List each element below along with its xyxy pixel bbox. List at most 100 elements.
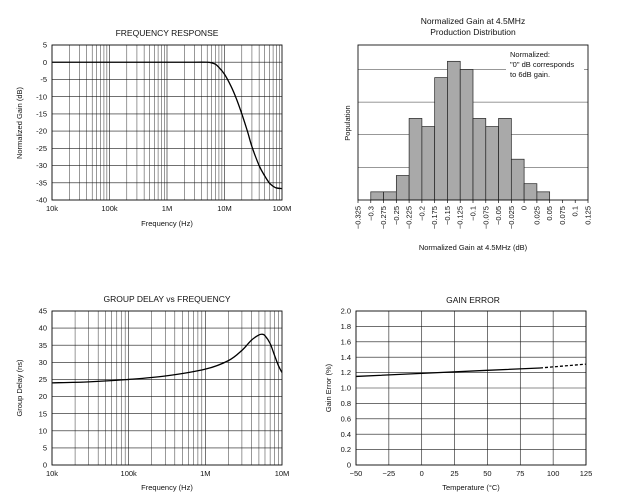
group-delay-chart: GROUP DELAY vs FREQUENCY 45 40 35 30 25 20 15 1… xyxy=(15,294,289,492)
y-tick-label: 0 xyxy=(347,461,351,470)
x-tick-label: 1M xyxy=(200,469,210,478)
x-tick-label: 50 xyxy=(483,469,491,478)
x-tick-label: −0.2 xyxy=(417,206,426,221)
y-tick-label: 35 xyxy=(39,341,47,350)
gain-error-ticks: −50 −25 0 25 50 75 100 125 2.0 1.8 1.6 1.4 1.2 1.0 0.8… xyxy=(341,307,593,478)
histogram-bar xyxy=(536,191,551,201)
x-tick-label: −0.075 xyxy=(481,206,490,229)
x-tick-label: −0.05 xyxy=(494,206,503,225)
gain-error-plot-frame xyxy=(355,310,587,466)
y-tick-label: 40 xyxy=(39,324,47,333)
x-tick-label: 0.05 xyxy=(545,206,554,221)
frequency-response-curve xyxy=(52,61,283,190)
x-tick-label: −50 xyxy=(350,469,363,478)
gain-distribution-xlabel: Normalized Gain at 4.5MHz (dB) xyxy=(419,243,528,252)
gain-distribution-ylabel: Population xyxy=(343,105,352,140)
histogram-bar xyxy=(485,126,499,201)
histogram-bar xyxy=(472,118,487,201)
x-tick-label: 125 xyxy=(580,469,593,478)
y-tick-label: -5 xyxy=(40,75,47,84)
group-delay-curve xyxy=(51,333,283,384)
y-tick-label: 20 xyxy=(39,392,47,401)
x-tick-label: −0.1 xyxy=(469,206,478,221)
x-tick-label: −0.3 xyxy=(366,206,375,221)
gain-distribution-subtitle: Production Distribution xyxy=(430,27,516,37)
y-tick-label: 1.2 xyxy=(341,368,351,377)
x-tick-label: 10k xyxy=(46,469,58,478)
x-tick-label: −0.325 xyxy=(354,206,363,229)
y-tick-label: 25 xyxy=(39,375,47,384)
y-tick-label: 1.0 xyxy=(341,384,351,393)
histogram-bar xyxy=(421,126,436,201)
x-tick-label: −0.125 xyxy=(456,206,465,229)
histogram-bar xyxy=(408,118,423,201)
y-tick-label: 5 xyxy=(43,41,47,50)
frequency-response-xlabel: Frequency (Hz) xyxy=(141,219,193,228)
gain-error-ylabel: Gain Error (%) xyxy=(324,363,333,412)
frequency-response-chart: FREQUENCY RESPONSE 5 0 -5 -10 -15 -20 -25 -30 -3… xyxy=(15,28,291,228)
x-tick-label: 100 xyxy=(547,469,560,478)
gain-error-chart: GAIN ERROR −50 −25 0 25 50 75 100 125 2.0 1.8 1.6 1… xyxy=(324,295,592,492)
series-line-measured xyxy=(355,367,541,378)
gain-distribution-bars xyxy=(370,60,551,201)
series-line-gain xyxy=(52,61,283,190)
y-tick-label: -25 xyxy=(36,144,47,153)
frequency-response-title: FREQUENCY RESPONSE xyxy=(116,28,219,38)
gain-distribution-ticks: −0.325 −0.3 −0.275 −0.25 −0.225 −0.2 −0.175 −0.… xyxy=(354,200,593,229)
annotation-line-2: "0" dB corresponds xyxy=(510,60,574,69)
histogram-bar xyxy=(459,69,474,201)
annotation-line-3: to 6dB gain. xyxy=(510,70,550,79)
x-tick-label: 10k xyxy=(46,204,58,213)
x-tick-label: 100k xyxy=(121,469,138,478)
gain-distribution-chart: Normalized Gain at 4.5MHz Production Dis… xyxy=(343,16,593,252)
x-tick-label: 0.1 xyxy=(571,206,580,216)
group-delay-xlabel: Frequency (Hz) xyxy=(141,483,193,492)
y-tick-label: 45 xyxy=(39,307,47,316)
y-tick-label: -30 xyxy=(36,161,47,170)
group-delay-title: GROUP DELAY vs FREQUENCY xyxy=(103,294,230,304)
y-tick-label: 30 xyxy=(39,358,47,367)
series-line-extrapolated xyxy=(539,363,587,369)
x-tick-label: −0.025 xyxy=(507,206,516,229)
histogram-bar xyxy=(370,191,384,201)
y-tick-label: 1.4 xyxy=(341,353,351,362)
y-tick-label: -40 xyxy=(36,196,47,205)
y-tick-label: 0.8 xyxy=(341,399,351,408)
group-delay-ylabel: Group Delay (ns) xyxy=(15,359,24,417)
gain-error-title: GAIN ERROR xyxy=(446,295,500,305)
y-tick-label: 0 xyxy=(43,461,47,470)
frequency-response-grid xyxy=(51,44,282,201)
x-tick-label: 75 xyxy=(516,469,524,478)
x-tick-label: 1M xyxy=(162,204,172,213)
y-tick-label: 0.2 xyxy=(341,445,351,454)
x-tick-label: −0.275 xyxy=(379,206,388,229)
histogram-bar xyxy=(510,158,525,201)
x-tick-label: 0 xyxy=(420,469,424,478)
x-tick-label: 100M xyxy=(273,204,292,213)
x-tick-label: 25 xyxy=(450,469,458,478)
histogram-bar xyxy=(498,118,512,201)
x-tick-label: −0.15 xyxy=(443,206,452,225)
series-line-delay xyxy=(51,333,283,384)
histogram-bar xyxy=(523,183,538,201)
y-tick-label: 5 xyxy=(43,443,47,452)
y-tick-label: -20 xyxy=(36,127,47,136)
y-tick-label: 1.6 xyxy=(341,337,351,346)
y-tick-label: 0.6 xyxy=(341,414,351,423)
frequency-response-ylabel: Normalized Gain (dB) xyxy=(15,86,24,159)
annotation-backdrop xyxy=(506,47,584,83)
y-tick-label: 15 xyxy=(39,409,47,418)
x-tick-label: 10M xyxy=(217,204,232,213)
x-tick-label: −25 xyxy=(382,469,395,478)
y-tick-label: 10 xyxy=(39,426,47,435)
annotation-line-1: Normalized: xyxy=(510,50,550,59)
y-tick-label: 2.0 xyxy=(341,307,351,316)
x-tick-label: 0.125 xyxy=(584,206,593,225)
gain-distribution-title: Normalized Gain at 4.5MHz xyxy=(421,16,525,26)
x-tick-label: −0.25 xyxy=(392,206,401,225)
group-delay-plot-frame xyxy=(51,310,283,466)
y-tick-label: -35 xyxy=(36,178,47,187)
